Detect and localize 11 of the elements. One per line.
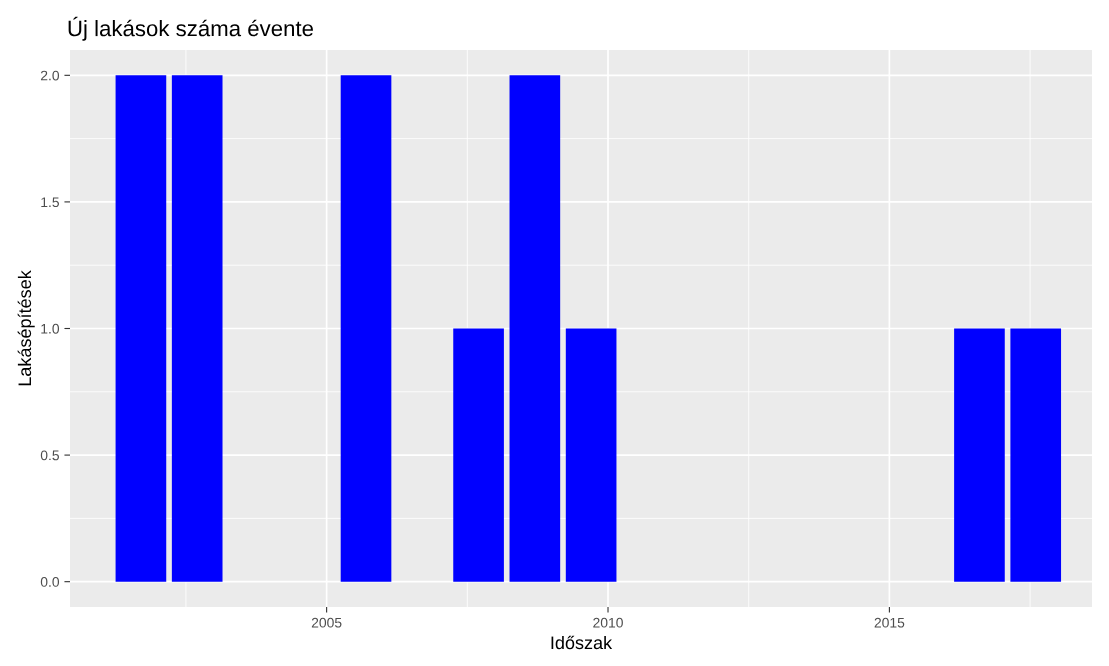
chart-title: Új lakások száma évente [68, 16, 313, 41]
x-tick-label: 2015 [874, 617, 905, 628]
y-tick-label: 1.0 [41, 323, 60, 334]
y-tick-label: 0.0 [40, 577, 60, 587]
y-tick-label: 2.0 [40, 70, 60, 81]
y-axis-title: Lakásépítések [17, 270, 35, 386]
x-tick-label: 2005 [311, 617, 342, 628]
y-tick-label: 0.5 [40, 450, 59, 461]
x-axis-title: Időszak [551, 635, 613, 650]
x-tick-label: 2010 [593, 617, 623, 628]
y-tick-label: 1.5 [41, 197, 59, 208]
